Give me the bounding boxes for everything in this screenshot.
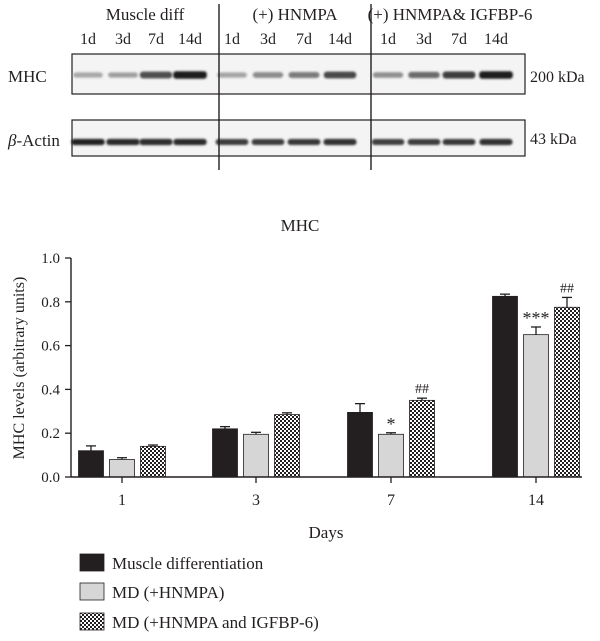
x-tick-label: 1 — [118, 492, 126, 509]
blot-band — [323, 138, 357, 146]
lane-label: 1d — [224, 31, 240, 48]
lane-label: 7d — [148, 31, 164, 48]
bar — [212, 428, 238, 478]
error-bars — [86, 293, 572, 460]
lane-label: 3d — [260, 31, 276, 48]
blot-lane-labels: 1d 3d 7d 14d 1d 3d 7d 14d 1d 3d 7d 14d — [80, 31, 508, 48]
significance-mark: ## — [415, 382, 429, 397]
blot-band — [106, 138, 140, 146]
blot-group-hnmpa: (+) HNMPA — [253, 5, 339, 24]
blot-band — [251, 139, 285, 145]
actin-label-rest: -Actin — [16, 131, 60, 150]
bar — [409, 399, 435, 478]
bar — [347, 411, 373, 478]
blot-band — [372, 72, 404, 78]
bar — [243, 433, 269, 478]
bars — [78, 295, 580, 478]
actin-size-label: 43 kDa — [530, 131, 577, 148]
bar — [274, 414, 300, 478]
legend-swatch — [79, 612, 105, 631]
lane-label: 1d — [80, 31, 96, 48]
lane-label: 7d — [296, 31, 312, 48]
y-tick-label: 0.2 — [41, 426, 60, 442]
blot-band — [479, 138, 513, 146]
y-tick-label: 0.6 — [41, 339, 60, 355]
blot-band — [71, 138, 105, 146]
blot-band — [215, 139, 249, 145]
actin-blot-strip — [71, 119, 526, 157]
chart-legend: Muscle differentiation MD (+HNMPA) MD (+HN… — [79, 553, 319, 632]
bar — [78, 450, 104, 478]
blot-group-muscle-diff: Muscle diff — [106, 5, 185, 24]
mhc-bands — [73, 71, 513, 79]
blot-band — [217, 72, 247, 78]
lane-label: 14d — [484, 31, 508, 48]
lane-label: 14d — [328, 31, 352, 48]
legend-label: MD (+HNMPA) — [112, 583, 224, 602]
blot-band — [173, 138, 207, 146]
y-axis-label: MHC levels (arbitrary units) — [11, 277, 28, 460]
x-axis-label: Days — [309, 523, 344, 542]
x-tick-label: 7 — [387, 492, 395, 509]
blot-band — [288, 72, 320, 78]
mhc-size-label: 200 kDa — [530, 69, 585, 86]
blot-band — [442, 138, 476, 146]
bar — [378, 433, 404, 478]
y-tick-label: 1.0 — [41, 251, 60, 267]
lane-label: 3d — [416, 31, 432, 48]
actin-band-label: β-Actin — [7, 131, 60, 150]
bar — [140, 445, 166, 478]
bar — [523, 334, 549, 478]
legend-label: MD (+HNMPA and IGFBP-6) — [112, 613, 319, 632]
blot-band — [252, 72, 284, 78]
blot-band — [139, 138, 173, 146]
blot-band — [287, 138, 321, 146]
mhc-band-label: MHC — [8, 67, 47, 86]
actin-greek-prefix: β — [7, 131, 17, 150]
legend-label: Muscle differentiation — [112, 554, 264, 573]
western-blot-panel: Muscle diff (+) HNMPA (+) HNMPA& IGFBP-6 1… — [7, 4, 585, 170]
x-tick-label: 3 — [252, 492, 260, 509]
bar — [554, 306, 580, 478]
bar — [109, 459, 135, 478]
x-tick-label: 14 — [528, 492, 544, 509]
bar-chart: MHC MHC levels (arbitrary units) 0.00.20… — [11, 216, 582, 542]
blot-band — [73, 72, 103, 78]
significance-annotations: * ## *** ## — [387, 281, 575, 433]
lane-label: 3d — [115, 31, 131, 48]
y-tick-label: 0.8 — [41, 295, 60, 311]
lane-label: 7d — [451, 31, 467, 48]
blot-band — [479, 71, 513, 79]
y-tick-label: 0.0 — [41, 470, 60, 486]
blot-group-hnmpa-igfbp6: (+) HNMPA& IGFBP-6 — [368, 5, 533, 24]
blot-band — [108, 72, 138, 78]
significance-mark: *** — [523, 308, 550, 328]
y-tick-label: 0.4 — [41, 382, 60, 398]
significance-mark: ## — [560, 281, 574, 296]
legend-swatch — [79, 553, 105, 572]
significance-mark: * — [387, 414, 396, 434]
blot-band — [407, 139, 441, 145]
blot-band — [371, 139, 405, 145]
blot-band — [323, 71, 357, 79]
chart-title: MHC — [281, 216, 320, 235]
blot-band — [173, 71, 207, 79]
y-axis-ticks: 0.0 0.2 0.4 0.6 0.8 1.0 — [41, 251, 71, 486]
lane-label: 14d — [178, 31, 202, 48]
legend-swatch — [79, 582, 105, 601]
lane-label: 1d — [380, 31, 396, 48]
blot-group-labels: Muscle diff (+) HNMPA (+) HNMPA& IGFBP-6 — [106, 5, 533, 24]
x-axis-ticks: 1 3 7 14 — [118, 477, 544, 509]
blot-band — [408, 71, 440, 79]
actin-bands — [71, 138, 513, 146]
blot-band — [442, 71, 476, 79]
blot-band — [139, 71, 173, 79]
bar — [492, 295, 518, 478]
